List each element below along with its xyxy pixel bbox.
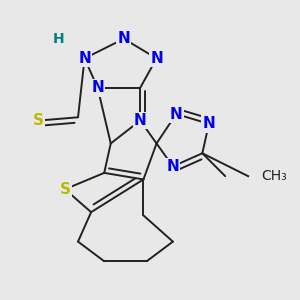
Text: N: N xyxy=(91,80,104,95)
Text: N: N xyxy=(134,113,147,128)
Text: S: S xyxy=(59,182,70,197)
Text: N: N xyxy=(150,51,163,66)
Text: H: H xyxy=(52,32,64,46)
Text: N: N xyxy=(118,31,130,46)
Text: N: N xyxy=(170,106,182,122)
Text: CH₃: CH₃ xyxy=(261,169,287,183)
Text: N: N xyxy=(167,159,179,174)
Text: S: S xyxy=(33,113,44,128)
Text: N: N xyxy=(202,116,215,131)
Text: N: N xyxy=(78,51,91,66)
